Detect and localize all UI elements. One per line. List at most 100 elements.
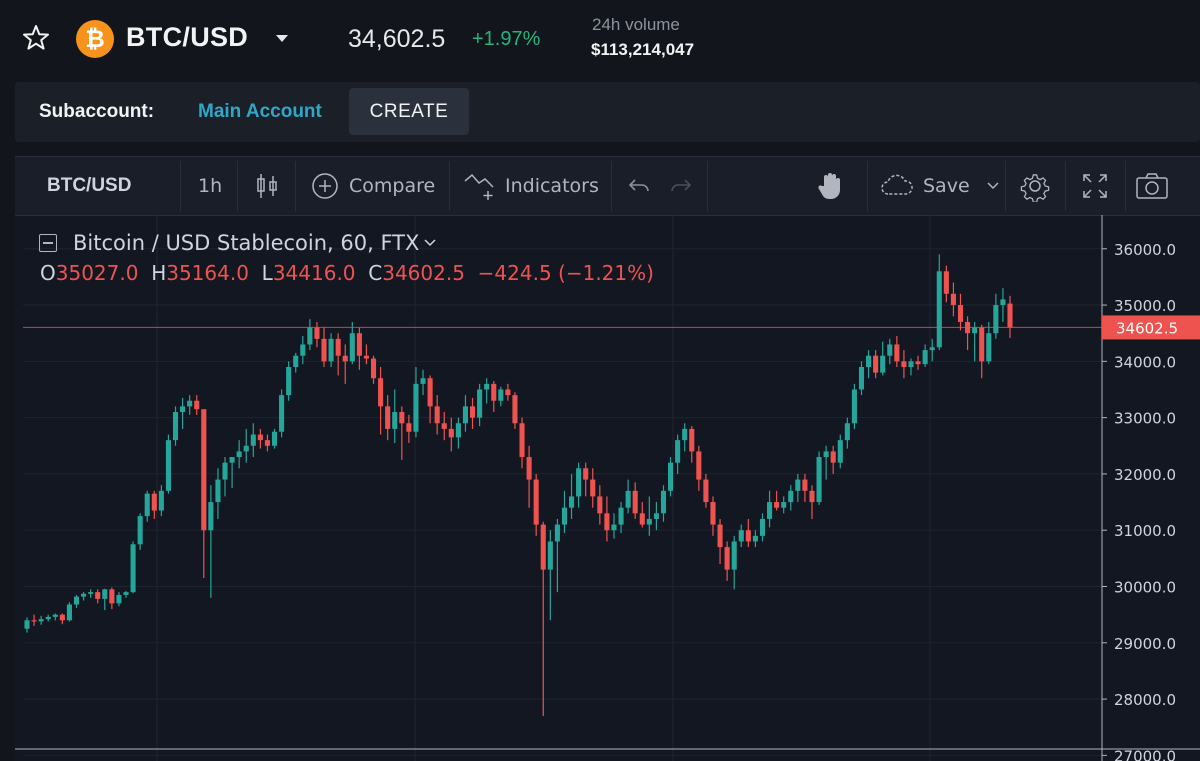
- candle-body: [469, 406, 476, 418]
- candle-body: [505, 389, 511, 396]
- candles-icon[interactable]: [255, 157, 279, 215]
- indicators-label: Indicators: [505, 175, 599, 197]
- camera-icon[interactable]: [1135, 157, 1169, 215]
- low-value: 34416.0: [272, 261, 356, 285]
- candle-body: [236, 451, 242, 458]
- candle-body: [229, 457, 235, 463]
- candle-body: [498, 389, 504, 401]
- gear-icon[interactable]: [1019, 157, 1051, 215]
- chevron-down-icon[interactable]: [423, 238, 437, 248]
- candle-body: [448, 428, 454, 438]
- candle-body: [38, 619, 44, 622]
- subaccount-selector[interactable]: Main Account: [198, 101, 322, 122]
- candle-body: [809, 490, 815, 503]
- indicators-button[interactable]: Indicators: [463, 157, 599, 215]
- candle-body: [116, 594, 122, 604]
- candle-body: [957, 305, 964, 322]
- candle-body: [271, 431, 278, 446]
- y-tick-label: 28000.0: [1114, 691, 1176, 709]
- candle-body: [802, 479, 808, 491]
- hand-icon[interactable]: [817, 157, 845, 215]
- save-label: Save: [923, 175, 970, 197]
- symbol-search[interactable]: BTC/USD: [47, 175, 132, 196]
- candle-body: [123, 592, 129, 595]
- candle-body: [682, 428, 688, 441]
- close-label: C: [368, 261, 383, 285]
- candle-body: [639, 513, 645, 525]
- candle-body: [837, 440, 843, 463]
- chart-toolbar: BTC/USD 1h Compare Indicators: [15, 157, 1200, 216]
- volume-value: $113,214,047: [591, 40, 695, 59]
- candle-body: [328, 338, 334, 362]
- last-price-tag-label: 34602.5: [1116, 319, 1178, 337]
- candle-body: [158, 490, 164, 511]
- candle-body: [165, 440, 171, 491]
- candle-body: [675, 440, 681, 463]
- y-tick-label: 29000.0: [1114, 635, 1176, 653]
- candle-body: [264, 440, 270, 446]
- candle-body: [625, 490, 631, 508]
- chart-container[interactable]: BTC/USD 1h Compare Indicators: [15, 156, 1200, 761]
- candle-body: [767, 502, 773, 519]
- candle-body: [830, 451, 836, 463]
- candle-body: [576, 468, 582, 497]
- candle-body: [936, 271, 942, 348]
- candle-body: [979, 327, 985, 362]
- candle-body: [781, 502, 787, 508]
- candle-body: [745, 530, 751, 542]
- candle-body: [823, 451, 829, 458]
- indicators-icon: [464, 173, 494, 200]
- candle-body: [293, 355, 299, 367]
- interval-selector[interactable]: 1h: [198, 175, 223, 197]
- price-chart[interactable]: 36000.0 35000.0 34000.0 33000.0 32000.0 31000…: [15, 157, 1200, 761]
- market-pair[interactable]: BTC/USD: [126, 22, 249, 52]
- candle-body: [378, 378, 384, 407]
- low-label: L: [261, 261, 273, 285]
- candle-body: [321, 338, 327, 362]
- open-value: 35027.0: [55, 261, 139, 285]
- candle-body: [752, 535, 758, 542]
- star-outline-icon[interactable]: [22, 24, 50, 52]
- candle-body: [250, 434, 256, 446]
- y-tick-label: 31000.0: [1114, 522, 1176, 540]
- y-tick-label: 35000.0: [1114, 297, 1176, 315]
- ticker-header: ₿ BTC/USD 34,602.5 +1.97% 24h volume $11…: [0, 0, 1200, 78]
- candle-body: [689, 428, 695, 452]
- toolbar-divider: [867, 161, 868, 211]
- y-tick-label: 34000.0: [1114, 353, 1176, 371]
- candle-body: [222, 462, 228, 480]
- toolbar-divider: [1005, 161, 1006, 211]
- candle-body: [561, 507, 568, 525]
- series-title[interactable]: Bitcoin / USD Stablecoin, 60, FTX: [73, 231, 420, 255]
- candle-body: [286, 366, 292, 396]
- candle-body: [568, 496, 575, 508]
- y-tick-label: 32000.0: [1114, 466, 1176, 484]
- compare-button[interactable]: Compare: [311, 157, 435, 215]
- candle-body: [943, 271, 949, 294]
- fullscreen-icon[interactable]: [1081, 157, 1109, 215]
- y-tick-label: 30000.0: [1114, 579, 1176, 597]
- collapse-icon[interactable]: [39, 234, 57, 252]
- create-subaccount-button[interactable]: CREATE: [349, 88, 469, 135]
- save-button[interactable]: Save: [879, 157, 1000, 215]
- candle-body: [1007, 303, 1013, 328]
- candle-body: [887, 344, 893, 356]
- candle-body: [597, 496, 603, 514]
- candle-body: [540, 524, 546, 570]
- redo-icon[interactable]: [669, 157, 693, 215]
- candle-body: [45, 616, 51, 620]
- candle-body: [547, 541, 553, 570]
- candle-body: [356, 333, 362, 356]
- toolbar-divider: [295, 161, 296, 211]
- candle-body: [95, 592, 101, 599]
- candle-body: [816, 457, 822, 503]
- undo-icon[interactable]: [627, 157, 651, 215]
- chevron-down-icon[interactable]: [986, 181, 1000, 191]
- candle-body: [81, 593, 87, 597]
- candle-body: [462, 406, 469, 424]
- candle-body: [590, 479, 596, 497]
- candle-body: [908, 361, 914, 367]
- chevron-down-icon[interactable]: [276, 35, 288, 42]
- candle-body: [526, 457, 532, 480]
- subaccount-bar: Subaccount: Main Account CREATE: [15, 82, 1200, 142]
